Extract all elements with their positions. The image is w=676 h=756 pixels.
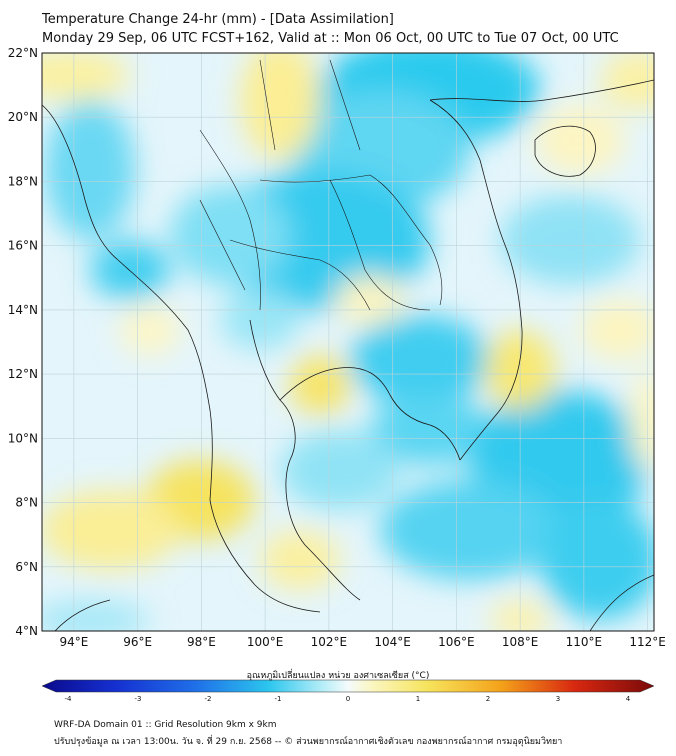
lat-label: 12°N [8, 367, 38, 381]
lon-label: 100°E [247, 635, 284, 649]
colorbar-tick-label: 3 [556, 695, 560, 703]
lon-label: 108°E [502, 635, 539, 649]
coastlines [42, 79, 654, 631]
map-frame [41, 52, 655, 632]
colorbar-ticks: -4 -3 -2 -1 0 1 2 3 4 [65, 695, 631, 703]
lon-label: 106°E [438, 635, 475, 649]
lon-label: 94°E [59, 635, 88, 649]
colorbar [41, 679, 655, 693]
lon-label: 104°E [374, 635, 411, 649]
lon-label: 98°E [187, 635, 216, 649]
lat-label: 20°N [8, 110, 38, 124]
colorbar-tick-label: -1 [275, 695, 282, 703]
lat-label: 22°N [8, 46, 38, 60]
lat-label: 6°N [15, 560, 38, 574]
longitude-labels: 94°E 96°E 98°E 100°E 102°E 104°E 106°E 108°E 110… [59, 635, 665, 649]
colorbar-label: อุณหภูมิเปลี่ยนแปลง หน่วย องศาเซลเซียส (… [246, 671, 430, 681]
lat-label: 14°N [8, 303, 38, 317]
colorbar-tick-label: -3 [135, 695, 142, 703]
lat-label: 10°N [8, 431, 38, 445]
lon-label: 112°E [629, 635, 666, 649]
colorbar-tick-label: 0 [346, 695, 350, 703]
latitude-labels: 22°N 20°N 18°N 16°N 14°N 12°N 10°N 8°N 6°N 4°N [8, 46, 38, 638]
country-borders [199, 59, 443, 311]
lat-label: 8°N [15, 496, 38, 510]
map-title: Temperature Change 24-hr (mm) - [Data As… [42, 12, 394, 27]
colorbar-tick-label: -2 [205, 695, 212, 703]
lon-label: 96°E [123, 635, 152, 649]
footer-model-info: WRF-DA Domain 01 :: Grid Resolution 9km … [54, 720, 277, 730]
footer-credit: ปรับปรุงข้อมูล ณ เวลา 13:00น. วัน จ. ที่… [54, 737, 563, 747]
colorbar-tick-label: 2 [486, 695, 490, 703]
lat-label: 18°N [8, 174, 38, 188]
lon-label: 110°E [566, 635, 603, 649]
temperature-field [42, 53, 654, 631]
colorbar-tick-label: 4 [626, 695, 631, 703]
colorbar-tick-label: -4 [65, 695, 73, 703]
graticule [42, 53, 654, 631]
lat-label: 16°N [8, 239, 38, 253]
lat-label: 4°N [15, 624, 38, 638]
map-subtitle: Monday 29 Sep, 06 UTC FCST+162, Valid at… [42, 31, 619, 46]
lon-label: 102°E [311, 635, 348, 649]
colorbar-tick-label: 1 [416, 695, 420, 703]
